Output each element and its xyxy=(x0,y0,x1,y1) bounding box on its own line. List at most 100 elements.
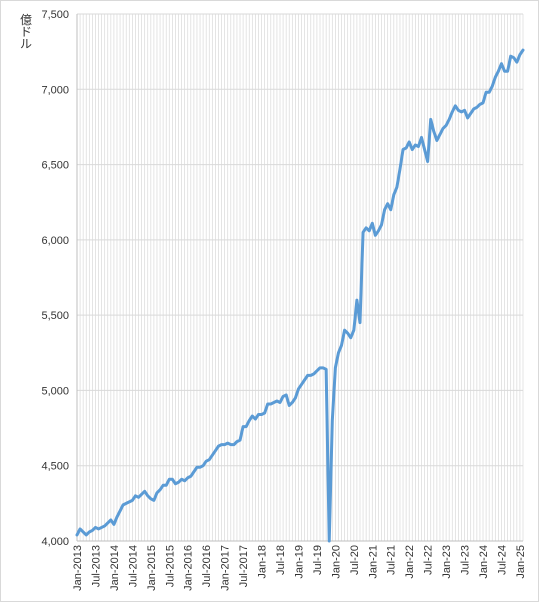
y-axis-label: 億ドル xyxy=(20,13,32,51)
y-axis-label-char: ル xyxy=(20,37,32,51)
data-point xyxy=(396,186,398,188)
data-point xyxy=(402,148,404,150)
data-point xyxy=(516,61,518,63)
data-point xyxy=(306,374,308,376)
data-point xyxy=(300,383,302,385)
y-tick-label: 7,500 xyxy=(41,9,69,21)
data-point xyxy=(223,443,225,445)
data-point xyxy=(97,528,99,530)
x-tick-label: Jan-24 xyxy=(478,545,490,579)
data-point xyxy=(217,445,219,447)
x-tick-label: Jan-22 xyxy=(404,545,416,579)
data-point xyxy=(377,230,379,232)
data-point xyxy=(433,130,435,132)
tick-labels: 4,000 4,500 5,000 5,500 6,000 6,500 7,000 7,500… xyxy=(41,9,526,591)
data-point xyxy=(171,478,173,480)
data-point xyxy=(497,70,499,72)
data-point xyxy=(470,112,472,114)
data-point xyxy=(230,443,232,445)
series-line xyxy=(75,48,525,543)
data-point xyxy=(285,394,287,396)
data-point xyxy=(248,419,250,421)
data-point xyxy=(103,525,105,527)
data-point xyxy=(94,526,96,528)
data-point xyxy=(473,108,475,110)
data-point xyxy=(119,510,121,512)
data-point xyxy=(513,56,515,58)
data-point xyxy=(257,413,259,415)
data-point xyxy=(365,227,367,229)
data-point xyxy=(303,379,305,381)
data-point xyxy=(273,401,275,403)
data-point xyxy=(476,106,478,108)
data-point xyxy=(445,124,447,126)
x-tick-label: Jul-2017 xyxy=(238,545,250,587)
x-tick-label: Jul-18 xyxy=(275,545,287,575)
data-point xyxy=(131,499,133,501)
data-point xyxy=(85,534,87,536)
data-point xyxy=(150,498,152,500)
data-point xyxy=(297,388,299,390)
x-tick-label: Jan-18 xyxy=(257,545,269,579)
data-point xyxy=(202,465,204,467)
data-point xyxy=(522,49,524,51)
data-point xyxy=(448,118,450,120)
data-point xyxy=(350,337,352,339)
data-point xyxy=(263,412,265,414)
data-point xyxy=(356,299,358,301)
x-tick-label: Jan-19 xyxy=(293,545,305,579)
data-point xyxy=(147,495,149,497)
data-point xyxy=(88,531,90,533)
data-point xyxy=(414,144,416,146)
data-point xyxy=(254,418,256,420)
data-point xyxy=(91,529,93,531)
data-point xyxy=(519,53,521,55)
data-point xyxy=(371,222,373,224)
data-point xyxy=(423,148,425,150)
x-tick-label: Jan-2015 xyxy=(146,545,158,591)
data-point xyxy=(439,133,441,135)
data-point xyxy=(390,209,392,211)
data-point xyxy=(291,401,293,403)
data-point xyxy=(140,493,142,495)
data-point xyxy=(233,443,235,445)
y-axis-label-char: ド xyxy=(20,25,32,39)
data-point xyxy=(288,404,290,406)
y-tick-label: 4,000 xyxy=(41,536,69,548)
x-tick-label: Jan-2014 xyxy=(109,545,121,591)
data-point xyxy=(451,111,453,113)
data-point xyxy=(196,466,198,468)
data-point xyxy=(113,523,115,525)
data-point xyxy=(134,495,136,497)
data-point xyxy=(128,501,130,503)
data-point xyxy=(245,425,247,427)
data-point xyxy=(236,440,238,442)
data-point xyxy=(168,478,170,480)
data-point xyxy=(165,484,167,486)
data-point xyxy=(110,519,112,521)
x-tick-label: Jul-19 xyxy=(312,545,324,575)
y-tick-label: 5,500 xyxy=(41,310,69,322)
data-point xyxy=(79,528,81,530)
data-point xyxy=(251,415,253,417)
data-point xyxy=(199,466,201,468)
x-tick-label: Jul-2014 xyxy=(127,545,139,587)
data-point xyxy=(405,147,407,149)
data-point xyxy=(137,496,139,498)
data-point xyxy=(316,370,318,372)
data-point xyxy=(442,127,444,129)
data-point xyxy=(328,540,330,542)
data-point xyxy=(242,425,244,427)
data-point xyxy=(343,329,345,331)
gridlines xyxy=(76,13,524,542)
y-tick-label: 5,000 xyxy=(41,385,69,397)
data-point xyxy=(76,534,78,536)
x-tick-label: Jul-2013 xyxy=(90,545,102,587)
data-point xyxy=(162,484,164,486)
y-tick-label: 6,500 xyxy=(41,160,69,172)
data-point xyxy=(454,105,456,107)
data-point xyxy=(313,373,315,375)
x-tick-label: Jan-23 xyxy=(441,545,453,579)
